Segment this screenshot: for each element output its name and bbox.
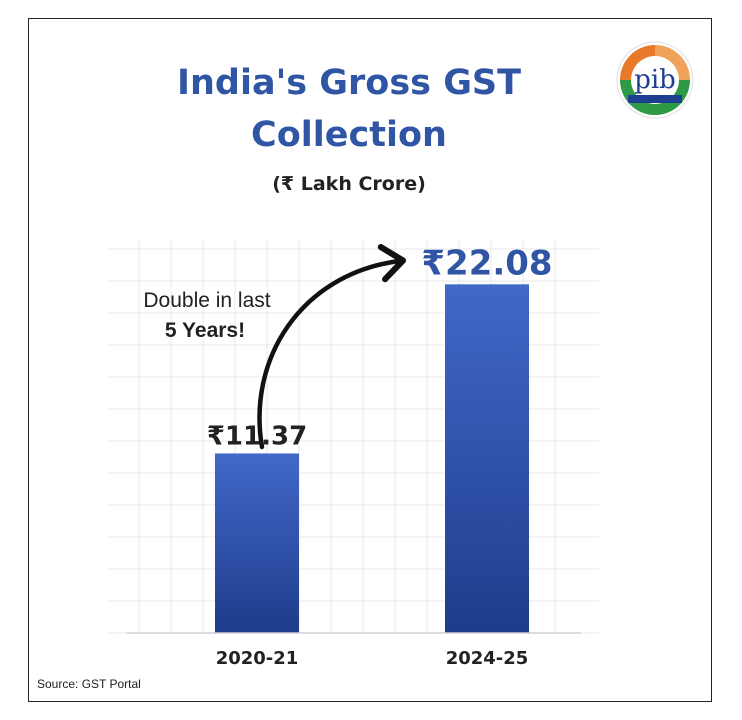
chart-x-tick-labels: 2020-21 2024-25: [216, 648, 529, 669]
pib-logo: pib: [616, 41, 694, 119]
chart-value-labels: ₹11.37 ₹22.08: [207, 243, 553, 451]
chart: ₹11.37 ₹22.08 2020-21 2024-25 Double in la…: [109, 239, 599, 669]
x-tick-label-2024-25: 2024-25: [446, 648, 529, 669]
value-label-2020-21: ₹11.37: [207, 421, 307, 451]
x-tick-label-2020-21: 2020-21: [216, 648, 299, 669]
bar-2020-21: [215, 453, 299, 633]
annotation-line1: Double in last: [143, 289, 270, 312]
chart-title-line2: Collection: [251, 115, 447, 155]
value-label-2024-25: ₹22.08: [421, 243, 552, 283]
annotation-line2: 5 Years!: [165, 319, 245, 342]
source-note: Source: GST Portal: [37, 677, 141, 691]
chart-bars: [215, 284, 529, 633]
bar-2024-25: [445, 284, 529, 633]
chart-subtitle: (₹ Lakh Crore): [272, 173, 426, 195]
infographic-frame: ₹11.37 ₹22.08 2020-21 2024-25 Double in la…: [28, 18, 712, 702]
curved-arrow-icon: [257, 244, 407, 450]
logo-text: pib: [634, 65, 676, 95]
chart-title-line1: India's Gross GST: [176, 63, 522, 103]
